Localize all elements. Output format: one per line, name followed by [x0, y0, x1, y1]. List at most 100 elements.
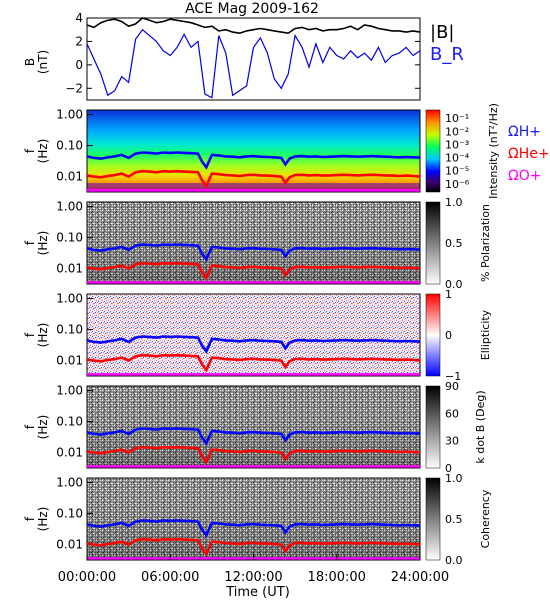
f-tick-label: 1.00 — [56, 200, 83, 214]
panel-intensity-frame — [86, 109, 421, 193]
panel-kdotb: k dot B (Deg) — [86, 385, 487, 469]
spectrogram-axis-5: f(Hz) 1.00 0.10 0.01 — [23, 476, 93, 552]
f-tick-label: 0.01 — [56, 446, 83, 460]
time-axis: 00:00:00 06:00:00 12:00:00 18:00:00 24:00:00 — [58, 554, 449, 585]
colorbar-tick-label: 0 — [445, 462, 452, 475]
omega-he-line — [86, 261, 421, 281]
spectrogram-ylabel: f(Hz) — [23, 323, 50, 348]
omega-he-line — [86, 169, 421, 189]
series-line-b-magnitude — [86, 17, 421, 35]
x-tick-label: 06:00:00 — [141, 570, 199, 585]
panel-bfield-frame — [86, 17, 421, 101]
omega-h-line — [86, 335, 421, 354]
colorbar-ellipticity-label: Ellipticity — [479, 309, 492, 360]
colorbar-tick-label: 10⁻⁶ — [445, 178, 470, 191]
omega-he-line — [86, 445, 421, 465]
omega-he-line — [86, 353, 421, 373]
panel-ellipticity-spectrogram — [87, 294, 420, 376]
legend-b-radial: B_R — [430, 44, 464, 65]
colorbar-kdotb — [425, 385, 441, 469]
colorbar-tick-label: 0 — [445, 329, 452, 342]
panel-intensity: Intensity (nT²/Hz) ΩH+ ΩHe+ ΩO+ — [86, 103, 550, 199]
legend-omega-he: ΩHe+ — [508, 146, 550, 162]
spectrogram-axis-1: f(Hz) 1.00 0.10 0.01 — [23, 108, 93, 184]
legend-b-magnitude: |B| — [430, 22, 454, 43]
y-tick-label: −2 — [65, 81, 83, 95]
colorbar-tick-label: 0.5 — [445, 237, 463, 250]
colorbar-tick-label: −1 — [445, 370, 461, 383]
panel-polarization: % Polarization — [86, 201, 492, 285]
x-tick-label: 18:00:00 — [308, 570, 366, 585]
x-axis-label: Time (UT) — [225, 585, 290, 600]
omega-h-line — [86, 519, 421, 538]
y-tick-label: 0 — [75, 58, 83, 72]
colorbar-tick-label: 1.0 — [445, 196, 463, 209]
f-tick-label: 0.01 — [56, 538, 83, 552]
series-line-b-radial — [86, 28, 421, 99]
legend-omega-o: ΩO+ — [508, 168, 541, 184]
spectrogram-axis-4: f(Hz) 1.00 0.10 0.01 — [23, 384, 93, 460]
f-tick-label: 0.01 — [56, 170, 83, 184]
omega-h-line — [86, 427, 421, 446]
colorbar-polarization — [425, 201, 441, 285]
colorbar-tick-label: 30 — [445, 435, 459, 448]
colorbar-tick-label: 0.0 — [445, 554, 463, 567]
f-tick-label: 0.10 — [56, 139, 83, 153]
f-tick-label: 0.10 — [56, 507, 83, 521]
colorbar-tick-label: 10⁻³ — [445, 138, 469, 151]
panel-bfield: 4 2 0 −2 B(nT) |B| B_R — [23, 11, 464, 101]
spectrogram-ylabel: f(Hz) — [23, 415, 50, 440]
colorbar-ellipticity — [425, 293, 441, 377]
omega-he-line — [86, 537, 421, 557]
f-tick-label: 0.10 — [56, 415, 83, 429]
f-tick-label: 1.00 — [56, 476, 83, 490]
colorbar-tick-label: 10⁻² — [445, 125, 469, 138]
omega-h-line — [86, 151, 421, 170]
colorbar-kdotb-label: k dot B (Deg) — [474, 390, 487, 463]
panel-kdotb-frame — [86, 385, 421, 469]
panel-coherency: Coherency — [86, 477, 492, 561]
y-tick-label: 2 — [75, 34, 83, 48]
colorbar-intensity — [425, 109, 441, 193]
colorbar-tick-label: 1.0 — [445, 472, 463, 485]
f-tick-label: 1.00 — [56, 292, 83, 306]
colorbar-tick-label: 90 — [445, 380, 459, 393]
colorbar-tick-label: 0.0 — [445, 278, 463, 291]
colorbar-coherency — [425, 477, 441, 561]
panel-bfield-ylabel: B(nT) — [23, 50, 50, 74]
colorbar-tick-label: 60 — [445, 407, 459, 420]
spectrogram-axis-3: f(Hz) 1.00 0.10 0.01 — [23, 292, 93, 368]
panel-ellipticity-frame — [86, 293, 421, 377]
f-tick-label: 1.00 — [56, 384, 83, 398]
spectrogram-axes: f(Hz) 1.00 0.10 0.01 f(Hz) 1.00 0.10 0.01 f(Hz) 1… — [23, 108, 93, 552]
panel-kdotb-shade — [87, 386, 420, 468]
panel-bfield-series — [86, 17, 421, 99]
colorbar-tick-label: 10⁻⁴ — [445, 152, 470, 165]
spectrogram-ylabel: f(Hz) — [23, 139, 50, 164]
colorbar-tick-label: 10⁻¹ — [445, 112, 469, 125]
panel-polarization-frame — [86, 201, 421, 285]
f-tick-label: 0.01 — [56, 354, 83, 368]
colorbar-polarization-label: % Polarization — [479, 204, 492, 282]
legend-omega-h: ΩH+ — [508, 124, 541, 140]
colorbar-ticks: 10⁻¹10⁻²10⁻³10⁻⁴10⁻⁵10⁻⁶1.00.50.010−1906… — [445, 112, 470, 567]
colorbar-intensity-label: Intensity (nT²/Hz) — [487, 103, 500, 199]
f-tick-label: 0.10 — [56, 231, 83, 245]
x-tick-label: 24:00:00 — [391, 570, 449, 585]
y-tick-label: 4 — [75, 11, 83, 25]
panel-polarization-shade — [87, 202, 420, 284]
panel-ellipticity: Ellipticity — [86, 293, 492, 377]
colorbar-tick-label: 0.5 — [445, 513, 463, 526]
spectrogram-ylabel: f(Hz) — [23, 231, 50, 256]
spectrogram-axis-2: f(Hz) 1.00 0.10 0.01 — [23, 200, 93, 276]
colorbar-tick-label: 10⁻⁵ — [445, 165, 469, 178]
chart-title: ACE Mag 2009-162 — [185, 1, 319, 17]
colorbar-tick-label: 1 — [445, 288, 452, 301]
panel-coherency-shade — [87, 478, 420, 560]
f-tick-label: 0.10 — [56, 323, 83, 337]
spectrogram-ylabel: f(Hz) — [23, 507, 50, 532]
colorbar-coherency-label: Coherency — [479, 489, 492, 548]
x-tick-label: 12:00:00 — [224, 570, 282, 585]
omega-h-line — [86, 243, 421, 262]
